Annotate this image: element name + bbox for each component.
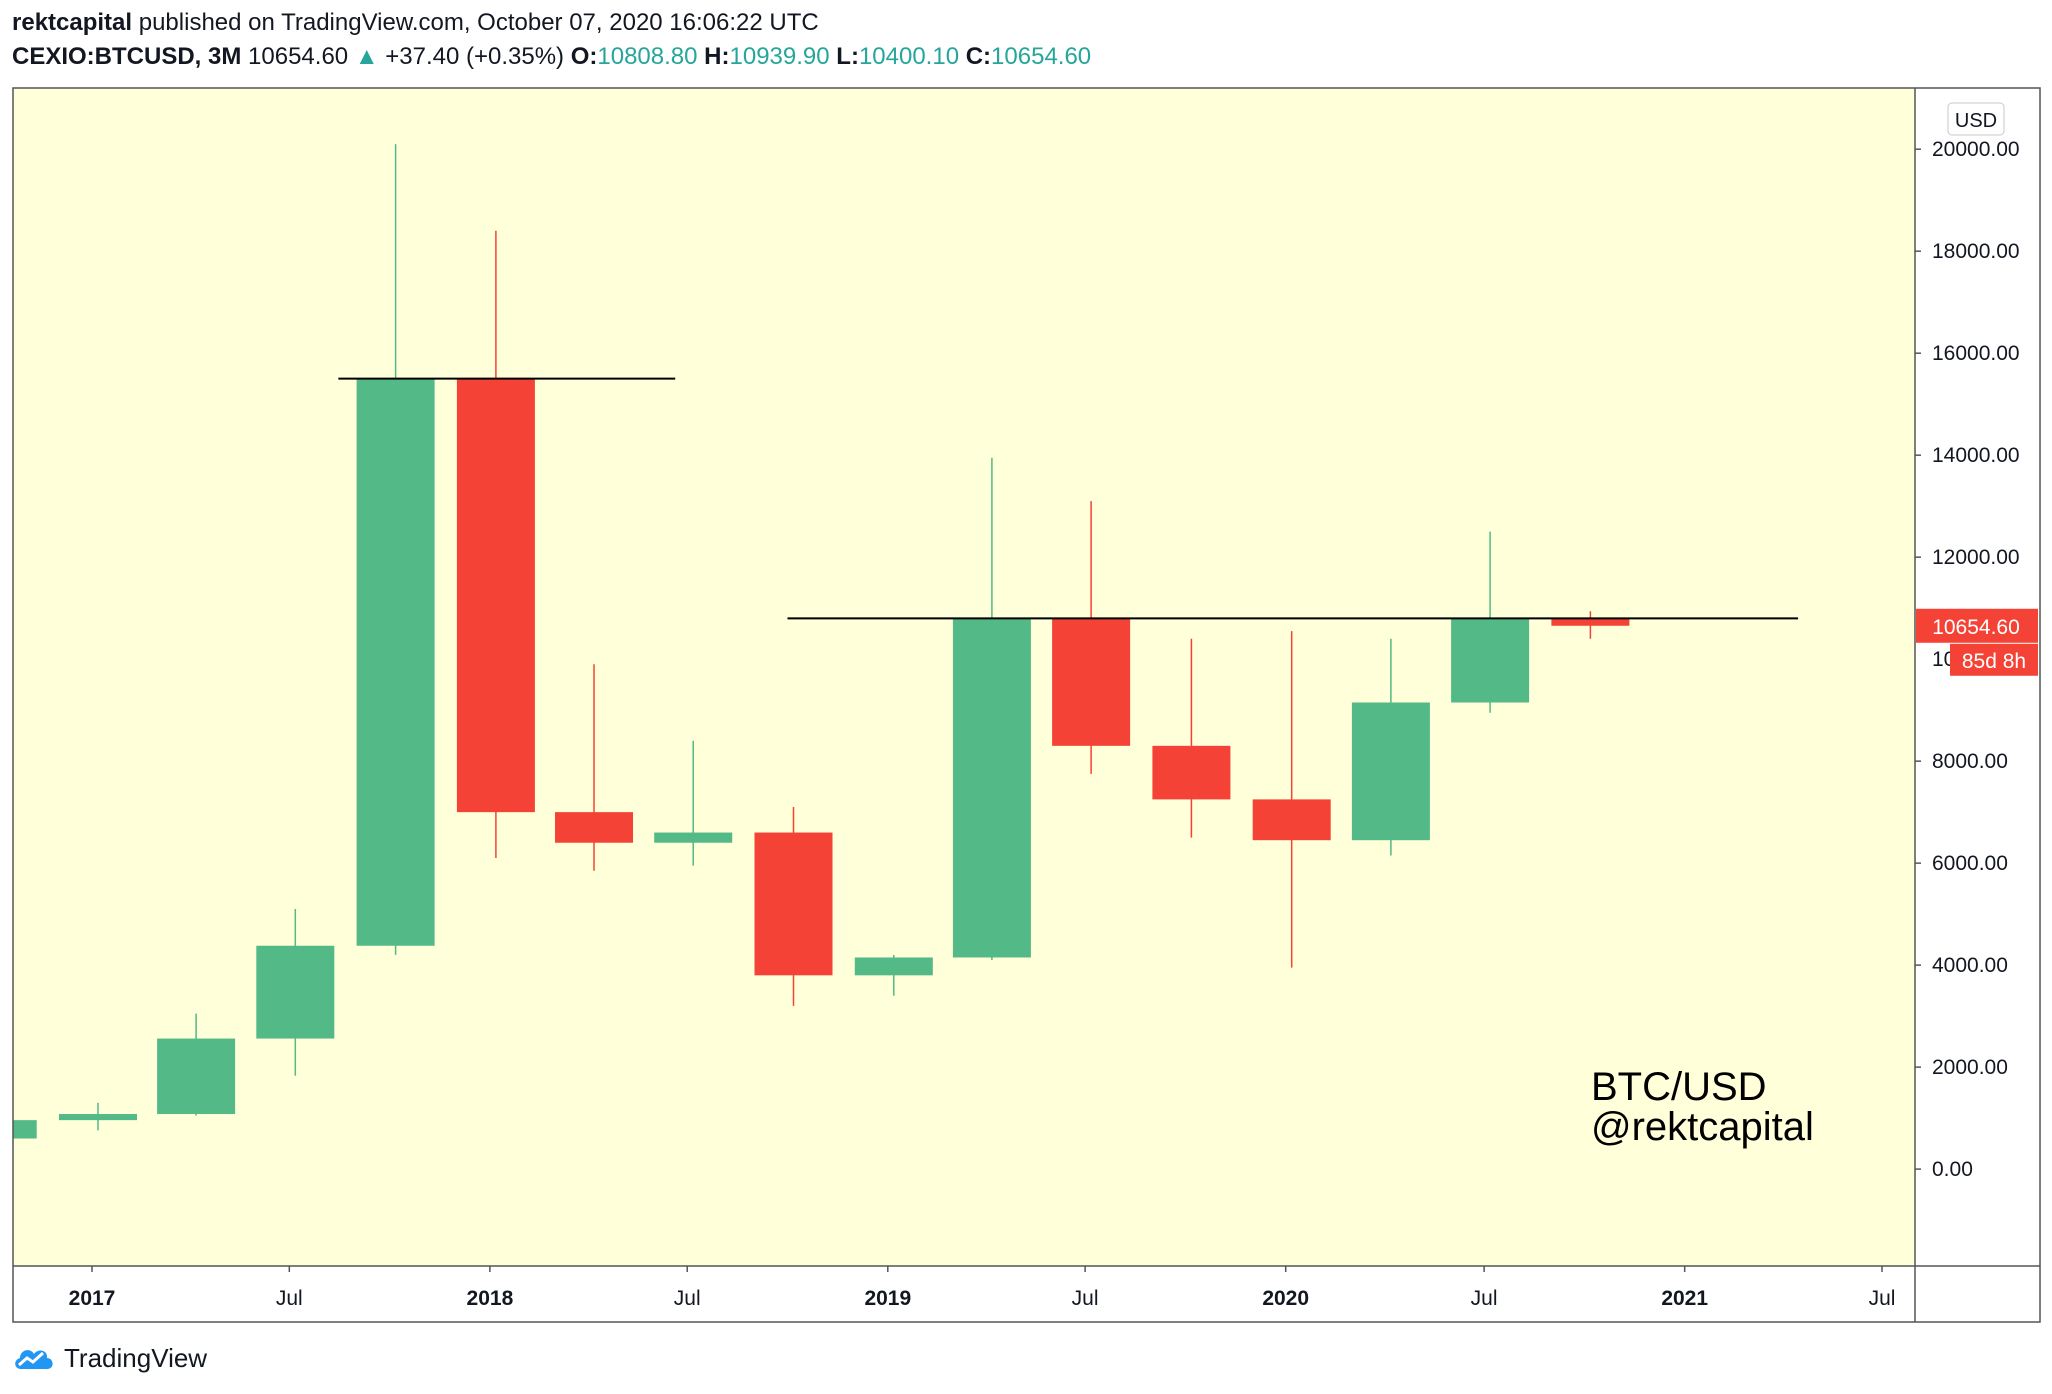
- candle-2018-10-01[interactable]: [754, 807, 833, 1006]
- y-tick-label: 12000.00: [1932, 546, 2020, 569]
- x-tick-label: 2017: [69, 1287, 116, 1310]
- x-tick-label: 2021: [1661, 1287, 1708, 1310]
- candle-body: [754, 832, 833, 976]
- price-change: +37.40 (+0.35%): [385, 43, 565, 70]
- x-tick-label: 2020: [1262, 1287, 1309, 1310]
- x-tick-label: Jul: [1471, 1287, 1498, 1310]
- y-tick-label: 20000.00: [1932, 138, 2020, 161]
- y-tick-label: 2000.00: [1932, 1056, 2008, 1079]
- candles: [0, 144, 1630, 1141]
- y-tick-label: 0.00: [1932, 1158, 1973, 1181]
- candle-body: [854, 957, 933, 976]
- high-value: 10939.90: [729, 43, 830, 70]
- annotation-line2: @rektcapital: [1591, 1105, 1814, 1149]
- annotation-line1: BTC/USD: [1591, 1065, 1767, 1109]
- candle-body: [1152, 745, 1231, 800]
- countdown-box: [1950, 643, 2038, 676]
- currency-label: USD: [1955, 110, 1997, 132]
- candle-2019-04-01[interactable]: [952, 457, 1031, 961]
- tradingview-cloud-icon[interactable]: [12, 1343, 56, 1373]
- candle-body: [256, 945, 335, 1039]
- candle-2019-10-01[interactable]: [1152, 638, 1231, 838]
- symbol-label[interactable]: CEXIO:BTCUSD, 3M: [12, 43, 242, 70]
- candle-body: [555, 812, 634, 843]
- tradingview-brand[interactable]: TradingView: [64, 1342, 208, 1373]
- chart-header: rektcapital published on TradingView.com…: [12, 6, 1091, 74]
- y-tick-label-partial: 10: [1932, 648, 1955, 671]
- x-tick-label: Jul: [674, 1287, 701, 1310]
- low-value: 10400.10: [858, 43, 960, 70]
- candle-body: [1052, 618, 1131, 746]
- high-label: H:: [704, 43, 730, 70]
- resistance-lines: [338, 377, 1799, 620]
- candle-2020-01-01[interactable]: [1252, 631, 1331, 968]
- candle-body: [1451, 617, 1530, 703]
- candle-2019-07-01[interactable]: [1052, 501, 1131, 774]
- close-value: 10654.60: [991, 43, 1092, 70]
- last-price: 10654.60: [248, 43, 349, 70]
- candle-2020-10-01[interactable]: [1551, 611, 1630, 639]
- close-label: C:: [965, 43, 992, 70]
- candle-body: [1252, 799, 1331, 841]
- y-tick-label: 16000.00: [1932, 342, 2020, 365]
- author-name[interactable]: rektcapital: [12, 9, 133, 36]
- x-tick-label: Jul: [276, 1287, 303, 1310]
- candle-body: [13, 1120, 37, 1139]
- y-tick-label: 18000.00: [1932, 240, 2020, 263]
- time-axis-area[interactable]: [13, 1266, 2040, 1322]
- candle-body: [356, 378, 435, 946]
- change-up-icon: ▲: [354, 43, 379, 70]
- open-label: O:: [570, 43, 598, 70]
- currency-badge[interactable]: USD: [1947, 102, 2005, 136]
- x-tick-label: Jul: [1869, 1287, 1896, 1310]
- price-axis-area[interactable]: [1915, 88, 2040, 1266]
- candle-body: [1351, 702, 1430, 841]
- low-label: L:: [836, 43, 859, 70]
- countdown-value: 85d 8h: [1962, 650, 2026, 673]
- candle-2017-07-01[interactable]: [256, 909, 335, 1076]
- candle-2018-01-01[interactable]: [456, 230, 535, 859]
- time-axis: 2017 Jul 2018 Jul 2019 Jul 2020 Jul 2021 Jul: [69, 1266, 1896, 1310]
- last-price-tag: 10 10654.60 85d 8h: [1916, 608, 2038, 676]
- publish-info: rektcapital published on TradingView.com…: [12, 6, 1091, 40]
- candle-body: [59, 1114, 137, 1121]
- candle-2019-01-01[interactable]: [854, 954, 933, 996]
- candle-body: [157, 1038, 236, 1115]
- price-tag-box: [1916, 608, 2038, 643]
- footer: TradingView: [12, 1338, 207, 1378]
- published-text: published on TradingView.com, October 07…: [138, 9, 819, 36]
- candle-body: [654, 832, 733, 843]
- candle-2017-04-01[interactable]: [157, 1013, 236, 1116]
- candle-2018-07-01[interactable]: [654, 740, 733, 866]
- y-tick-label: 4000.00: [1932, 954, 2008, 977]
- candle-body: [456, 378, 535, 813]
- price-axis: 20000.00 18000.00 16000.00 14000.00 12000.00…: [1915, 138, 2020, 1181]
- x-tick-label: Jul: [1072, 1287, 1099, 1310]
- chart-annotation: BTC/USD @rektcapital: [1591, 1065, 1814, 1149]
- candle-body: [952, 618, 1031, 958]
- candle-2020-07-01[interactable]: [1451, 531, 1530, 713]
- candle-2018-04-01[interactable]: [555, 664, 634, 871]
- open-value: 10808.80: [597, 43, 698, 70]
- x-tick-label: 2018: [467, 1287, 514, 1310]
- ohlc-legend: CEXIO:BTCUSD, 3M 10654.60 ▲ +37.40 (+0.3…: [12, 40, 1091, 74]
- y-tick-label: 8000.00: [1932, 750, 2008, 773]
- y-tick-label: 14000.00: [1932, 444, 2020, 467]
- candle-2017-10-01[interactable]: [356, 144, 435, 955]
- x-tick-label: 2019: [864, 1287, 911, 1310]
- chart-frame: [12, 87, 2041, 1323]
- price-tag-value: 10654.60: [1932, 616, 2020, 639]
- candle-2020-04-01[interactable]: [1351, 638, 1430, 856]
- candle-body: [1551, 617, 1630, 626]
- y-tick-label: 6000.00: [1932, 852, 2008, 875]
- candle-2016-10-01[interactable]: [0, 1118, 37, 1141]
- candle-2017-01-01[interactable]: [59, 1102, 137, 1131]
